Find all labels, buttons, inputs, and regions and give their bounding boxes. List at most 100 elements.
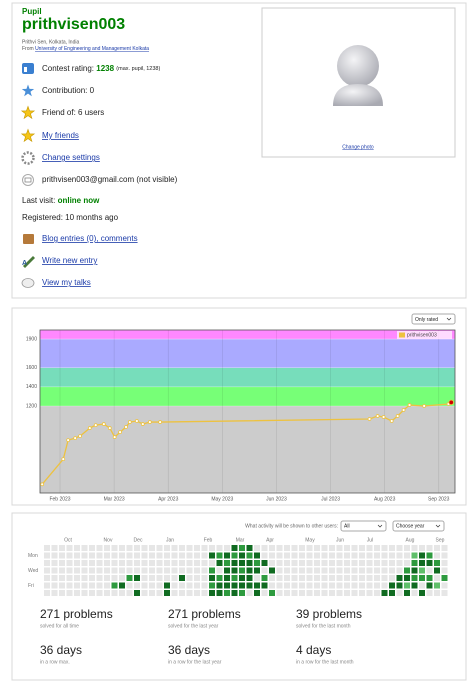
activity-cell [224, 560, 230, 566]
activity-cell [381, 567, 388, 574]
rating-point [375, 414, 380, 418]
avatar-body [333, 84, 383, 106]
activity-cell [291, 567, 298, 574]
activity-cell [359, 582, 365, 589]
max-rating: (max. pupil, 1238) [116, 66, 160, 72]
activity-cell [359, 552, 365, 559]
day-label: Wed [28, 568, 38, 574]
activity-cell [179, 567, 185, 574]
activity-cell [141, 590, 148, 596]
activity-cell [344, 552, 350, 559]
activity-cell [149, 575, 155, 581]
x-tick-label: Jul 2023 [321, 496, 340, 502]
activity-cell [366, 545, 373, 551]
activity-cell [126, 560, 133, 566]
talks-link[interactable]: View my talks [42, 278, 91, 287]
activity-cell [404, 582, 410, 589]
activity-cell [74, 575, 80, 581]
year-select[interactable] [392, 520, 445, 532]
activity-cell [314, 582, 320, 589]
legend-box [397, 331, 452, 339]
rating-point [87, 426, 92, 430]
activity-cell [396, 567, 403, 574]
rated-filter-label[interactable]: Only rated [415, 317, 438, 323]
activity-cell [81, 567, 88, 574]
write-entry-link[interactable]: Write new entry [42, 256, 97, 265]
y-tick-label: 1900 [26, 336, 37, 342]
activity-cell [404, 545, 410, 551]
activity-cell [441, 552, 448, 559]
activity-cell [366, 560, 373, 566]
activity-cell [111, 560, 118, 566]
activity-cell [426, 575, 433, 581]
activity-cell [344, 590, 350, 596]
activity-cell [209, 575, 215, 581]
activity-cell [426, 582, 433, 589]
activity-cell [419, 575, 425, 581]
activity-filter-label[interactable]: All [344, 523, 350, 529]
activity-cell [269, 560, 275, 566]
activity-cell [246, 552, 253, 559]
activity-cell [434, 545, 440, 551]
activity-cell [441, 560, 448, 566]
activity-cell [126, 590, 133, 596]
activity-cell [284, 582, 290, 589]
activity-cell [389, 552, 395, 559]
last-visit-value: online now [58, 196, 101, 205]
activity-cell [381, 552, 388, 559]
handle[interactable]: prithvisen003 [22, 16, 125, 33]
change-settings-link[interactable]: Change settings [42, 153, 100, 162]
blog-link[interactable]: Blog entries (0), comments [42, 234, 138, 243]
activity-cell [366, 552, 373, 559]
activity-cell [411, 545, 418, 551]
activity-cell [336, 582, 343, 589]
activity-cell [419, 567, 425, 574]
rating-point [66, 438, 71, 443]
activity-cell [374, 567, 380, 574]
month-label: Apr [266, 537, 274, 543]
activity-cell [329, 575, 335, 581]
activity-cell [126, 567, 133, 574]
change-photo-link[interactable]: Change photo [342, 144, 374, 150]
talks-icon [21, 278, 35, 288]
activity-cell [441, 590, 448, 596]
activity-cell [381, 590, 388, 596]
activity-cell [284, 552, 290, 559]
organization-link[interactable]: University of Engineering and Management… [35, 46, 149, 52]
rating-icon [24, 67, 27, 72]
activity-cell [141, 560, 148, 566]
activity-cell [404, 560, 410, 566]
last-visit-label: Last visit: [22, 196, 55, 205]
activity-cell [44, 590, 50, 596]
dropdown-arrow [446, 317, 452, 321]
activity-cell [299, 590, 305, 596]
activity-filter[interactable] [340, 520, 387, 532]
activity-cell [111, 567, 118, 574]
activity-cell [164, 545, 170, 551]
x-tick-label: Jun 2023 [266, 496, 287, 502]
rating-point [112, 435, 117, 439]
activity-cell [66, 567, 73, 574]
activity-cell [59, 552, 65, 559]
my-friends-link[interactable]: My friends [42, 131, 79, 140]
activity-cell [359, 567, 365, 574]
activity-cell [254, 575, 260, 581]
write-icon [23, 256, 35, 268]
rated-filter[interactable] [411, 313, 456, 325]
activity-cell [194, 582, 200, 589]
activity-cell [434, 590, 440, 596]
activity-cell [329, 545, 335, 551]
activity-cell [261, 567, 268, 574]
activity-cell [329, 552, 335, 559]
activity-cell [344, 567, 350, 574]
activity-cell [404, 575, 410, 581]
icons: A [20, 63, 36, 288]
activity-cell [141, 575, 148, 581]
activity-cell [119, 545, 125, 551]
activity-cell [216, 582, 223, 589]
activity-prompt: What activity will be shown to other use… [245, 523, 338, 529]
year-select-label[interactable]: Choose year [396, 523, 425, 529]
stat-label: solved for all time [40, 623, 79, 629]
activity-cell [321, 567, 328, 574]
activity-cell [351, 552, 358, 559]
